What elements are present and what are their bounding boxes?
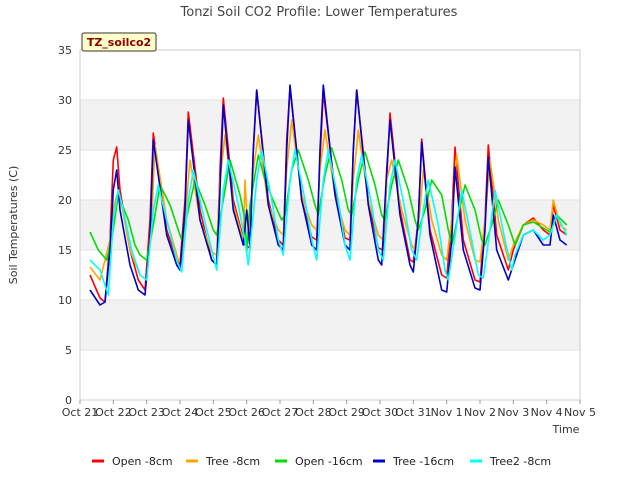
plot-border <box>79 49 581 401</box>
x-tick-label: Nov 3 <box>497 406 529 419</box>
x-tick-label: Oct 24 <box>162 406 199 419</box>
y-tick-label: 35 <box>58 44 72 57</box>
x-tick-label: Oct 31 <box>395 406 432 419</box>
series-line-tree2-8cm <box>89 149 568 296</box>
x-tick-label: Nov 5 <box>564 406 596 419</box>
x-tick-label: Nov 1 <box>431 406 463 419</box>
legend-label: Open -16cm <box>295 455 363 468</box>
x-tick-label: Oct 28 <box>295 406 332 419</box>
chart-title: Tonzi Soil CO2 Profile: Lower Temperatur… <box>180 5 458 20</box>
series-lines <box>89 84 568 306</box>
x-tick-label: Oct 27 <box>262 406 299 419</box>
x-tick-label: Oct 26 <box>228 406 265 419</box>
x-tick-label: Nov 2 <box>464 406 496 419</box>
legend-label: Open -8cm <box>112 455 173 468</box>
x-tick-label: Oct 22 <box>95 406 132 419</box>
badge-label: TZ_soilco2 <box>87 36 151 49</box>
badge-box <box>81 32 157 52</box>
legend-label: Tree2 -8cm <box>489 455 551 468</box>
y-tick-label: 20 <box>58 194 72 207</box>
legend: Open -8cm Tree -8cm Open -16cm Tree -16cm Tr… <box>92 455 551 468</box>
y-axis-label: Soil Temperatures (C) <box>7 166 20 285</box>
plot-background <box>79 49 581 401</box>
y-tick-label: 30 <box>58 94 72 107</box>
legend-label: Tree -16cm <box>392 455 454 468</box>
legend-label: Tree -8cm <box>205 455 260 468</box>
y-tick-label: 5 <box>65 344 72 357</box>
x-tick-label: Oct 25 <box>195 406 232 419</box>
y-axis-ticks: 0 5 10 15 20 25 30 35 <box>58 44 72 407</box>
y-tick-label: 15 <box>58 244 72 257</box>
y-tick-label: 10 <box>58 294 72 307</box>
y-tick-label: 25 <box>58 144 72 157</box>
x-tick-label: Oct 29 <box>328 406 365 419</box>
x-tick-label: Oct 21 <box>62 406 99 419</box>
grid-band <box>80 300 580 350</box>
series-line-tree-16cm <box>89 84 568 306</box>
badge: TZ_soilco2 <box>81 32 157 52</box>
x-axis-label: Time <box>552 423 580 436</box>
x-tick-label: Oct 23 <box>128 406 165 419</box>
x-tick-label: Nov 4 <box>531 406 563 419</box>
y-tick-label: 0 <box>65 394 72 407</box>
x-tick-label: Oct 30 <box>362 406 399 419</box>
